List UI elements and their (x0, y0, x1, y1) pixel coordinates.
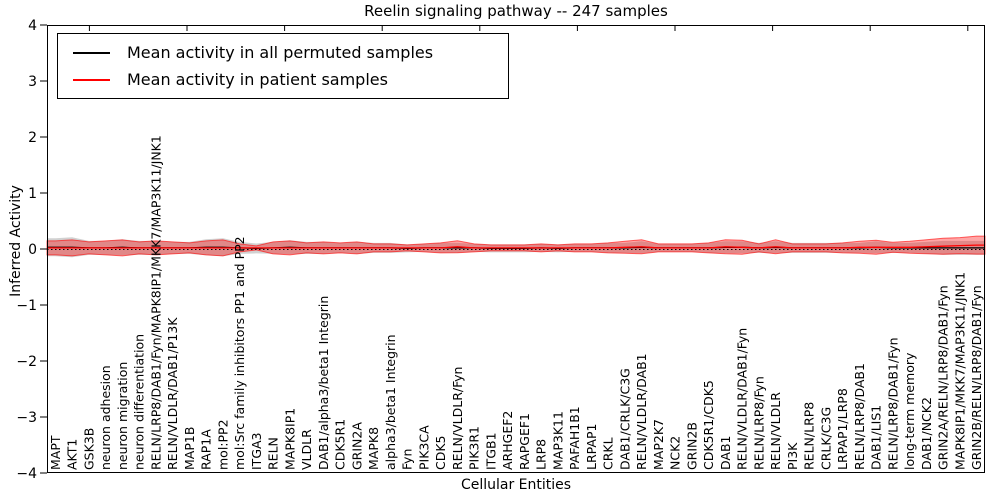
y-tick-label: −4 (16, 466, 37, 482)
x-tick-label: CDK5 (433, 435, 448, 470)
x-tick-label: RELN/LRP8 (802, 402, 817, 470)
x-tick-label: MAP2K7 (651, 419, 666, 470)
x-tick-label: RAP1A (199, 429, 214, 470)
x-tick-label: PI3K (785, 442, 800, 470)
x-tick-label: MAPK8IP1 (282, 408, 297, 470)
legend-item-patient: Mean activity in patient samples (58, 66, 508, 93)
x-tick-label: mol:PP2 (215, 419, 230, 470)
y-tick-label: −3 (16, 410, 37, 426)
y-tick-label: 1 (28, 186, 37, 202)
x-axis-label: Cellular Entities (460, 477, 572, 493)
chart-title: Reelin signaling pathway -- 247 samples (364, 2, 668, 20)
x-tick-label: RAPGEF1 (517, 413, 532, 470)
x-tick-label: MAPK8 (366, 427, 381, 470)
y-tick-label: 2 (28, 130, 37, 146)
x-tick-label: GRIN2B/RELN/LRP8/DAB1/Fyn (969, 285, 984, 470)
y-tick-label: 3 (28, 74, 37, 90)
x-tick-label: GRIN2A/RELN/LRP8/DAB1/Fyn (936, 285, 951, 470)
axes-frame (47, 25, 985, 473)
x-tick-label: GSK3B (81, 428, 96, 470)
x-tick-label: NCK2 (668, 436, 683, 470)
x-tick-label: RELN/VLDLR/Fyn (450, 367, 465, 470)
x-tick-label: Fyn (400, 449, 415, 470)
x-tick-label: ITGA3 (249, 432, 264, 470)
patient-mean-line (47, 244, 985, 249)
x-tick-label: RELN/VLDLR/DAB1/P13K (165, 317, 180, 470)
x-tick-label: LRP8 (534, 439, 549, 470)
x-tick-label: RELN/LRP8/Fyn (751, 376, 766, 470)
x-tick-label: ITGB1 (483, 432, 498, 470)
x-tick-label: RELN/VLDLR (768, 392, 783, 470)
x-tick-label: RELN/LRP8/DAB1 (852, 363, 867, 470)
x-tick-label: CRKL (601, 437, 616, 470)
x-tick-label: RELN/LRP8/DAB1/Fyn (885, 337, 900, 470)
x-tick-label: VLDLR (299, 429, 314, 470)
legend-label-permuted: Mean activity in all permuted samples (127, 43, 434, 62)
x-tick-label: CDK5R1 (333, 419, 348, 470)
x-tick-label: RELN/VLDLR/DAB1/Fyn (735, 328, 750, 470)
x-tick-label: mol:Src family inhibitors PP1 and PP2 (232, 236, 247, 470)
x-tick-label: neuron adhesion (98, 365, 113, 470)
y-axis-label: Inferred Activity (8, 185, 24, 297)
x-tick-label: DAB1/LIS1 (869, 405, 884, 470)
legend-item-permuted: Mean activity in all permuted samples (58, 39, 508, 66)
permuted-line-swatch (73, 51, 110, 54)
x-tick-label: RELN (266, 437, 281, 470)
x-tick-label: GRIN2A (349, 422, 364, 470)
x-tick-label: DAB1/alpha3/beta1 Integrin (316, 296, 331, 470)
x-tick-label: DAB1 (718, 436, 733, 471)
x-tick-label: DAB1/NCK2 (919, 397, 934, 470)
x-tick-label: MAP1B (182, 427, 197, 470)
y-tick-label: 4 (28, 18, 37, 34)
x-tick-label: DAB1/CRLK/C3G (617, 368, 632, 470)
x-tick-label: RELN/LRP8/DAB1/Fyn/MAPK8IP1/MKK7/MAP3K11… (148, 135, 163, 470)
x-tick-label: alpha3/beta1 Integrin (383, 334, 398, 470)
x-tick-label: PIK3R1 (467, 426, 482, 470)
y-tick-label: 0 (28, 242, 37, 258)
x-tick-label: MAP3K11 (550, 411, 565, 470)
y-tick-label: −2 (16, 354, 37, 370)
x-tick-label: CDK5R1/CDK5 (701, 380, 716, 470)
x-tick-label: neuron migration (115, 362, 130, 470)
x-tick-label: LRPAP1 (584, 424, 599, 470)
x-tick-label: PAFAH1B1 (567, 406, 582, 470)
x-tick-label: PIK3CA (416, 425, 431, 470)
x-tick-label: LRPAP1/LRP8 (835, 388, 850, 470)
x-tick-label: ARHGEF2 (500, 411, 515, 470)
y-tick-label: −1 (16, 298, 37, 314)
x-tick-label: MAPT (48, 435, 63, 470)
x-tick-label: long-term memory (902, 352, 917, 470)
legend: Mean activity in all permuted samples Me… (57, 33, 509, 99)
x-tick-label: MAPK8IP1/MKK7/MAP3K11/JNK1 (952, 272, 967, 470)
legend-label-patient: Mean activity in patient samples (127, 70, 388, 89)
x-tick-label: CRLK/C3G (818, 407, 833, 470)
x-tick-label: RELN/VLDLR/DAB1 (634, 353, 649, 470)
patient-line-swatch (73, 78, 110, 81)
x-tick-label: AKT1 (65, 439, 80, 470)
x-tick-label: GRIN2B (684, 422, 699, 470)
patient-band (46, 235, 986, 257)
x-tick-label: neuron differentiation (132, 334, 147, 470)
